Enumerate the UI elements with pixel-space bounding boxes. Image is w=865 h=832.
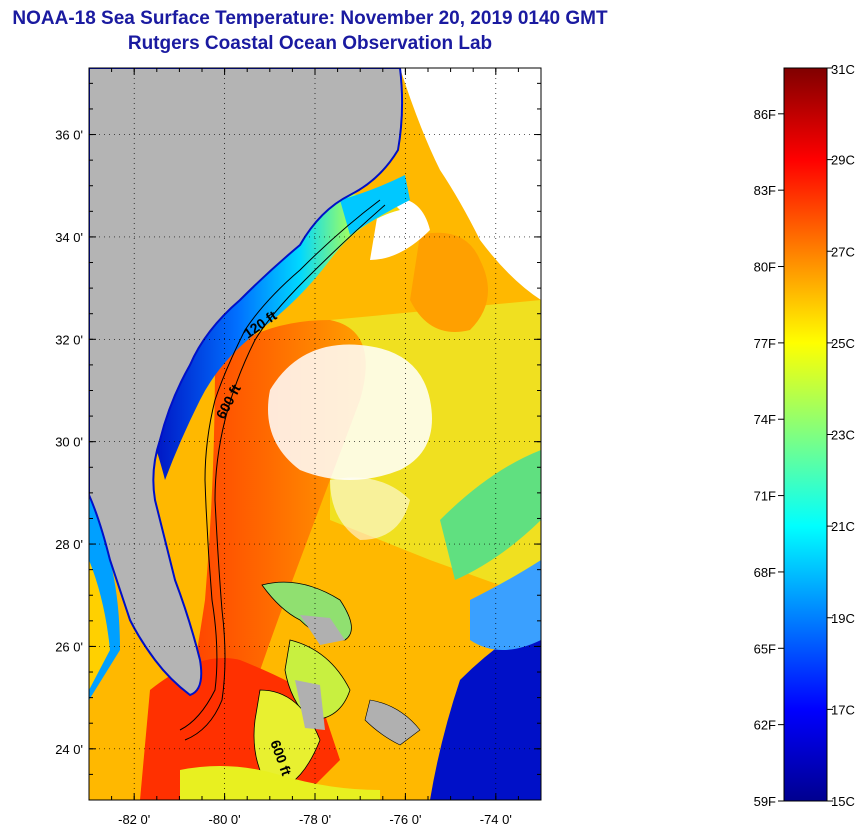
lon-tick-label: -82 0' [118,812,150,827]
colorbar-label-f: 77F [754,336,776,351]
colorbar-label-c: 15C [831,794,855,809]
lon-tick-label: -78 0' [299,812,331,827]
colorbar-label-c: 31C [831,62,855,77]
colorbar-label-c: 29C [831,153,855,168]
colorbar-gradient [783,67,828,802]
colorbar-label-f: 74F [754,412,776,427]
map-subtitle: Rutgers Coastal Ocean Observation Lab [127,33,493,54]
colorbar-label-f: 59F [754,794,776,809]
colorbar-label-c: 19C [831,611,855,626]
depth-contours [179,199,386,741]
graticule [88,68,542,801]
lat-tick-label: 26 0' [55,639,83,654]
celsius-scale: 31C 29C 27C 25C 23C 21C 19C 17C 15C [827,62,855,809]
colorbar-label-f: 86F [754,107,776,122]
latitude-axis: 36 0' 34 0' 32 0' 30 0' 28 0' 26 0' 24 0' [55,128,83,757]
fahrenheit-scale: 86F 83F 80F 77F 74F 71F 68F 65F 62F 59F [754,107,784,809]
lat-tick-label: 30 0' [55,435,83,450]
colorbar-label-c: 27C [831,244,855,259]
longitude-axis: -82 0' -80 0' -78 0' -76 0' -74 0' [118,812,512,827]
colorbar-label-f: 65F [754,641,776,656]
colorbar-label-c: 17C [831,702,855,717]
map-title: NOAA-18 Sea Surface Temperature: Novembe… [12,8,608,29]
lon-tick-label: -80 0' [209,812,241,827]
colorbar-label-c: 25C [831,336,855,351]
land-mainland [89,68,404,697]
colorbar-label-f: 62F [754,718,776,733]
lat-tick-label: 28 0' [55,537,83,552]
colorbar-label-c: 21C [831,519,855,534]
lon-tick-label: -74 0' [480,812,512,827]
lat-tick-label: 34 0' [55,230,83,245]
colorbar-label-c: 23C [831,428,855,443]
lat-tick-label: 36 0' [55,128,83,143]
colorbar-label-f: 83F [754,183,776,198]
lat-tick-label: 32 0' [55,332,83,347]
lon-tick-label: -76 0' [389,812,421,827]
sst-map[interactable]: 120 ft 600 ft 600 ft 36 0'34 0'32 0'30 0… [0,0,600,832]
colorbar-label-f: 80F [754,260,776,275]
colorbar-label-f: 71F [754,489,776,504]
colorbar-label-f: 68F [754,565,776,580]
lat-tick-label: 24 0' [55,742,83,757]
